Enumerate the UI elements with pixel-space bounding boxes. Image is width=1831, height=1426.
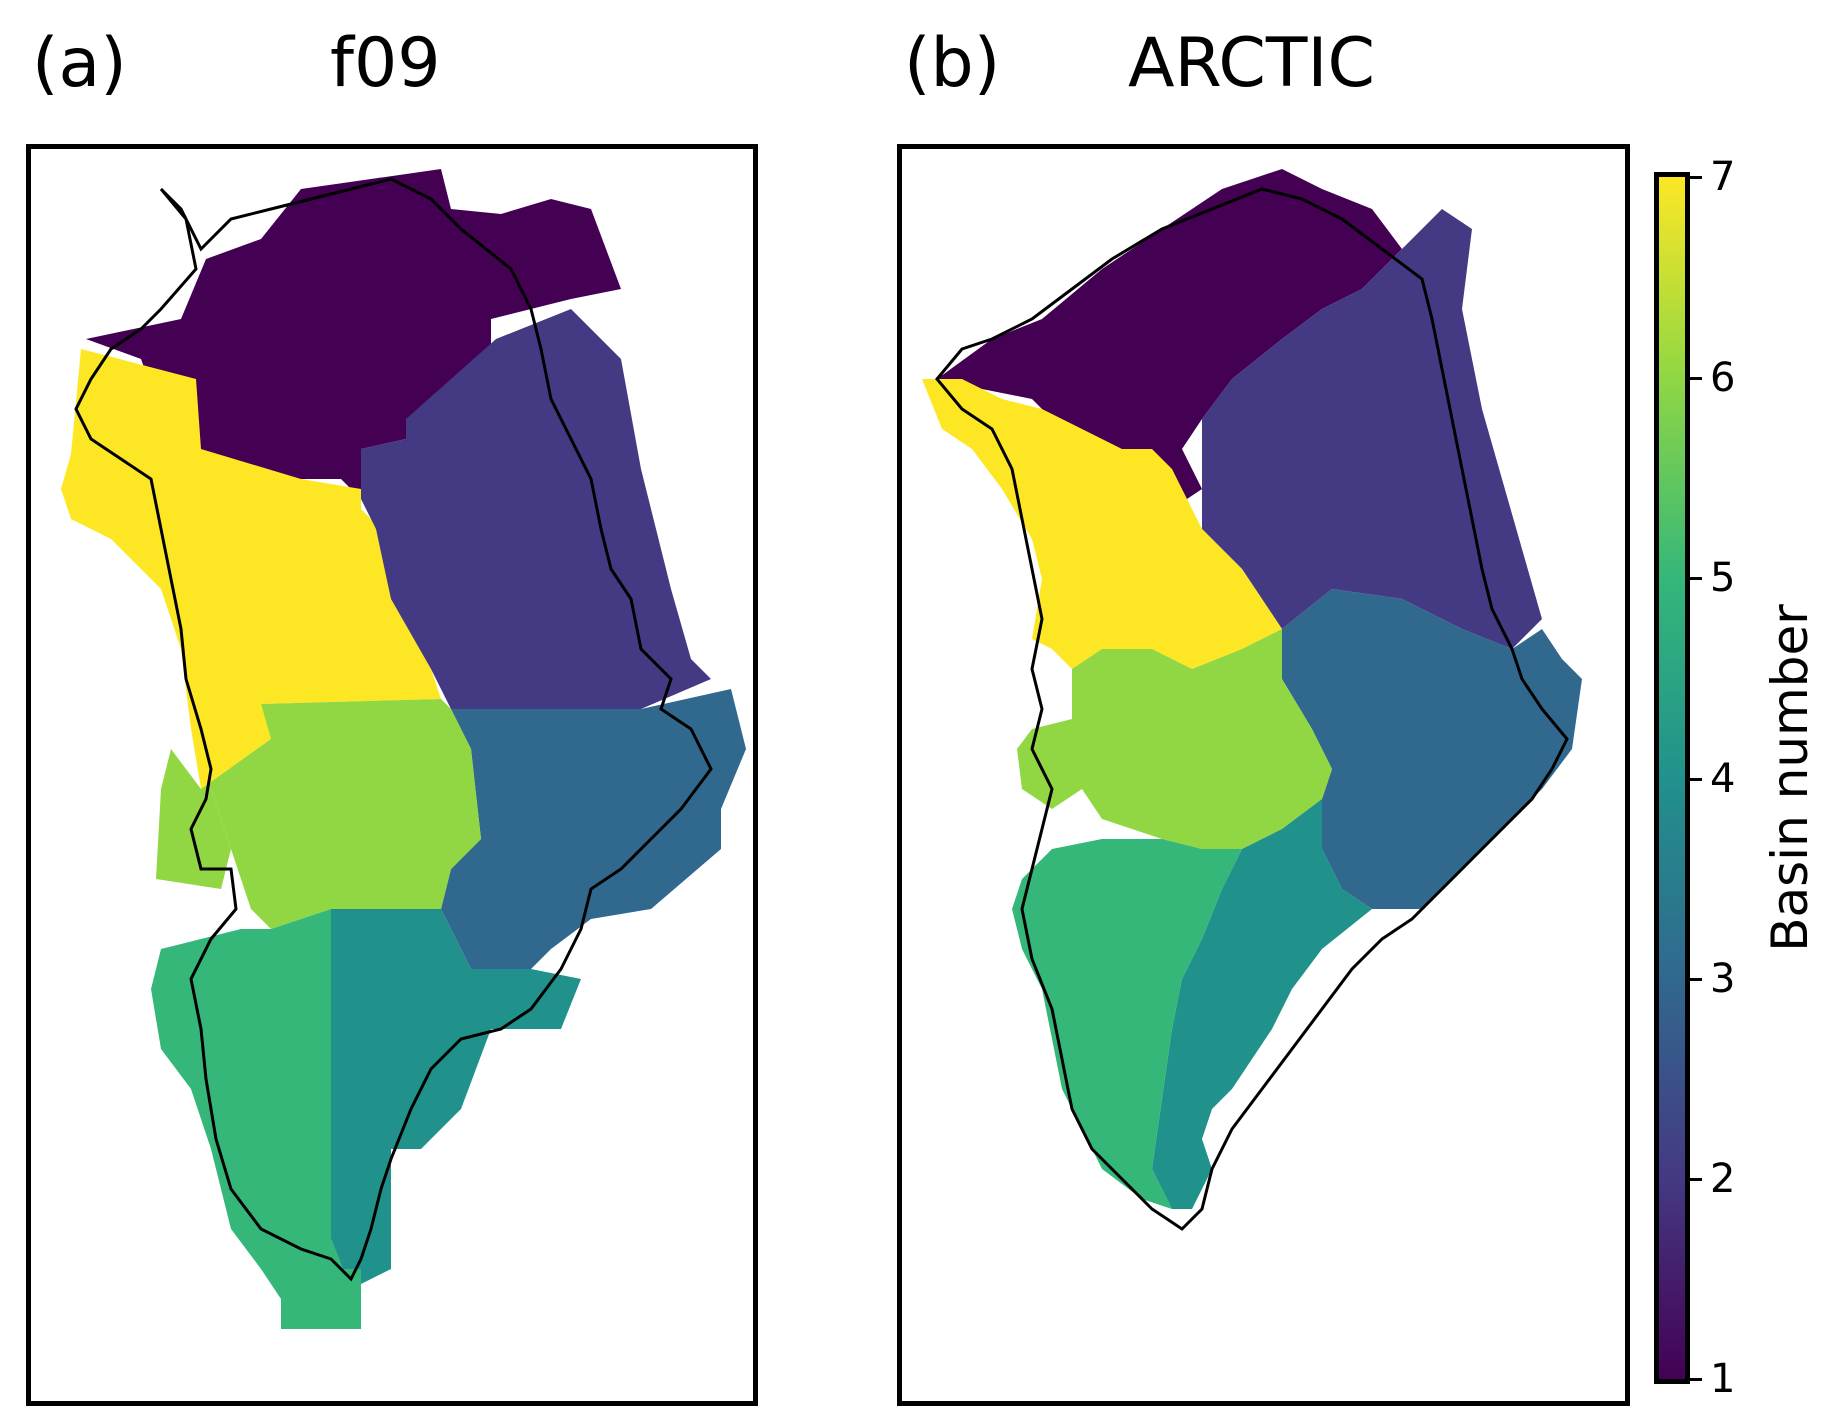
panel-a-tag: (a)	[32, 24, 127, 103]
colorbar-label: Basin number	[1761, 604, 1819, 952]
basin-5-region	[151, 909, 351, 1309]
basin-4-region	[1152, 799, 1372, 1209]
panel-b-basins	[922, 169, 1582, 1231]
panel-a-map	[26, 144, 758, 1406]
basin-7-region	[61, 349, 441, 789]
basin-5-region	[1012, 839, 1242, 1209]
panel-a-basins	[61, 169, 746, 1329]
panel-b-tag: (b)	[904, 24, 1001, 103]
coastline	[74, 177, 713, 1282]
colorbar-tick-label-2: 2	[1710, 1156, 1736, 1202]
colorbar-tick-label-4: 4	[1710, 756, 1736, 802]
panel-b-title: ARCTIC	[1128, 24, 1375, 103]
basin-7-region	[922, 379, 1282, 669]
basin-2-region	[361, 309, 711, 749]
basin-4-region	[331, 909, 581, 1289]
colorbar-tick-label-6: 6	[1710, 355, 1736, 401]
basin-1-region	[937, 169, 1402, 509]
panel-a-title: f09	[330, 24, 441, 103]
basin-2-region	[1202, 209, 1542, 649]
basin-3-region	[1282, 589, 1582, 909]
colorbar-tick-label-1: 1	[1710, 1356, 1736, 1402]
colorbar	[1654, 172, 1690, 1384]
colorbar-tick-label-5: 5	[1710, 555, 1736, 601]
basin-6-region	[1072, 629, 1332, 849]
colorbar-gradient	[1659, 177, 1685, 1379]
colorbar-tick-label-3: 3	[1710, 956, 1736, 1002]
basin-6-region	[161, 699, 481, 929]
coastline	[935, 187, 1569, 1231]
colorbar-tick-label-7: 7	[1710, 154, 1736, 200]
basin-5-region-south	[281, 1269, 361, 1329]
basin-3-region	[441, 689, 746, 969]
panel-b-map	[897, 144, 1630, 1406]
